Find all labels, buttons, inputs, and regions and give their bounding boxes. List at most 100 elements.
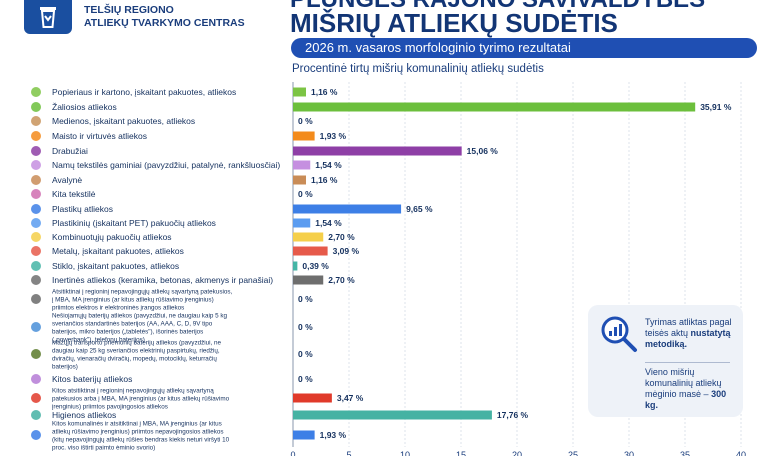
- glass-icon: [31, 261, 41, 271]
- info-sample-pre: Vieno mišrių komunalinių atliekų mėginio…: [645, 367, 722, 399]
- category-label-13: Inertinės atliekos (keramika, betonas, a…: [52, 275, 273, 285]
- value-label-12: 0,39 %: [302, 261, 329, 271]
- carton-icon: [31, 232, 41, 242]
- bar-19: [293, 410, 492, 420]
- category-label-0: Popieriaus ir kartono, įskaitant pakuote…: [52, 87, 236, 97]
- pet-bottle-icon: [31, 218, 41, 228]
- info-sample-bold: 300 kg.: [645, 389, 727, 410]
- value-label-1: 35,91 %: [700, 102, 732, 112]
- bar-0: [293, 87, 306, 97]
- battery-pack-icon: [31, 374, 41, 384]
- value-label-20: 1,93 %: [320, 430, 347, 440]
- value-label-13: 2,70 %: [328, 275, 355, 285]
- electronics-icon: [31, 294, 41, 304]
- category-label-11: Metalų, įskaitant pakuotes, atliekos: [52, 246, 184, 256]
- value-label-19: 17,76 %: [497, 410, 529, 420]
- category-label-17: Kitos baterijų atliekos: [52, 374, 132, 384]
- category-label-16: Mažųjų transporto priemonių baterijų atl…: [52, 340, 222, 371]
- hazard-icon: [31, 393, 41, 403]
- bar-11: [293, 246, 328, 256]
- textile-icon: [31, 160, 41, 170]
- category-label-18: Kitos atsitiktinai į regioninį nepavojin…: [52, 388, 230, 411]
- stone-icon: [31, 275, 41, 285]
- category-label-7: Kita tekstilė: [52, 189, 96, 199]
- value-label-3: 1,93 %: [320, 131, 347, 141]
- bar-3: [293, 131, 315, 141]
- shoe-icon: [31, 175, 41, 185]
- value-label-14: 0 %: [298, 294, 313, 304]
- x-tick-label-3: 15: [456, 450, 466, 456]
- info-box: Tyrimas atliktas pagal teisės aktų nusta…: [588, 305, 743, 417]
- bin-icon: [31, 430, 41, 440]
- paper-icon: [31, 87, 41, 97]
- x-tick-label-5: 25: [568, 450, 578, 456]
- value-label-9: 1,54 %: [315, 218, 342, 228]
- category-label-8: Plastikų atliekos: [52, 204, 113, 214]
- category-label-9: Plastikinių (įskaitant PET) pakuočių atl…: [52, 218, 216, 228]
- chart-title: Procentinė tirtų mišrių komunalinių atli…: [292, 63, 544, 75]
- bar-10: [293, 232, 324, 242]
- subtitle-text: 2026 m. vasaros morfologinio tyrimo rezu…: [305, 40, 571, 55]
- category-label-14: Atsitiktinai į regioninį nepavojingųjų a…: [52, 289, 233, 312]
- org-line1: TELŠIŲ REGIONO: [84, 4, 174, 16]
- category-label-10: Kombinuotųjų pakuočių atliekos: [52, 232, 172, 242]
- value-label-18: 3,47 %: [337, 393, 364, 403]
- scooter-icon: [31, 349, 41, 359]
- org-logo: [24, 0, 72, 34]
- bar-9: [293, 218, 311, 228]
- info-divider: [645, 362, 730, 363]
- category-label-2: Medienos, įskaitant pakuotes, atliekos: [52, 116, 195, 126]
- title-line2: MIŠRIŲ ATLIEKŲ SUDĖTIS: [290, 8, 618, 38]
- info-method-text: Tyrimas atliktas pagal teisės aktų nusta…: [645, 317, 737, 350]
- category-label-15: Nešiojamųjų baterijų atliekos (pavyzdžiu…: [52, 313, 228, 344]
- bar-5: [293, 160, 311, 170]
- food-icon: [31, 131, 41, 141]
- x-tick-label-6: 30: [624, 450, 634, 456]
- category-label-20: Kitos komunalinės ir atsitiktinai į MBA,…: [52, 421, 230, 452]
- x-tick-label-4: 20: [512, 450, 522, 456]
- org-line2: ATLIEKŲ TVARKYMO CENTRAS: [84, 17, 245, 29]
- bar-1: [293, 102, 696, 112]
- category-label-6: Avalynė: [52, 175, 82, 185]
- category-label-1: Žaliosios atliekos: [52, 102, 117, 112]
- value-label-11: 3,09 %: [333, 246, 360, 256]
- diaper-icon: [31, 410, 41, 420]
- magnifier-chart-icon: [601, 316, 637, 352]
- value-label-2: 0 %: [298, 116, 313, 126]
- bar-18: [293, 393, 332, 403]
- bar-8: [293, 204, 402, 214]
- category-label-12: Stiklo, įskaitant pakuotes, atliekos: [52, 261, 179, 271]
- bar-12: [293, 261, 298, 271]
- value-label-10: 2,70 %: [328, 232, 355, 242]
- value-label-0: 1,16 %: [311, 87, 338, 97]
- value-label-8: 9,65 %: [406, 204, 433, 214]
- value-label-17: 0 %: [298, 374, 313, 384]
- bar-6: [293, 175, 306, 185]
- info-method-bold: nustatytą metodiką.: [645, 328, 731, 349]
- info-method-pre: Tyrimas atliktas pagal teisės aktų: [645, 317, 732, 338]
- value-label-4: 15,06 %: [467, 146, 499, 156]
- subtitle-banner: 2026 m. vasaros morfologinio tyrimo rezu…: [291, 38, 757, 58]
- can-icon: [31, 246, 41, 256]
- category-label-3: Maisto ir virtuvės atliekos: [52, 131, 147, 141]
- value-label-6: 1,16 %: [311, 175, 338, 185]
- value-label-7: 0 %: [298, 189, 313, 199]
- x-tick-label-8: 40: [736, 450, 746, 456]
- category-label-5: Namų tekstilės gaminiai (pavyzdžiui, pat…: [52, 160, 280, 170]
- org-name: TELŠIŲ REGIONO ATLIEKŲ TVARKYMO CENTRAS: [84, 4, 245, 30]
- wood-icon: [31, 116, 41, 126]
- value-label-5: 1,54 %: [315, 160, 342, 170]
- value-label-15: 0 %: [298, 322, 313, 332]
- category-label-4: Drabužiai: [52, 146, 88, 156]
- yarn-icon: [31, 189, 41, 199]
- x-tick-label-0: 0: [290, 450, 295, 456]
- bar-4: [293, 146, 462, 156]
- info-sample-text: Vieno mišrių komunalinių atliekų mėginio…: [645, 367, 737, 411]
- shirt-icon: [31, 146, 41, 156]
- bottle-icon: [31, 204, 41, 214]
- x-tick-label-7: 35: [680, 450, 690, 456]
- bin-logo-icon: [40, 7, 56, 28]
- battery-icon: [31, 322, 41, 332]
- bar-13: [293, 275, 324, 285]
- category-label-19: Higienos atliekos: [52, 410, 116, 420]
